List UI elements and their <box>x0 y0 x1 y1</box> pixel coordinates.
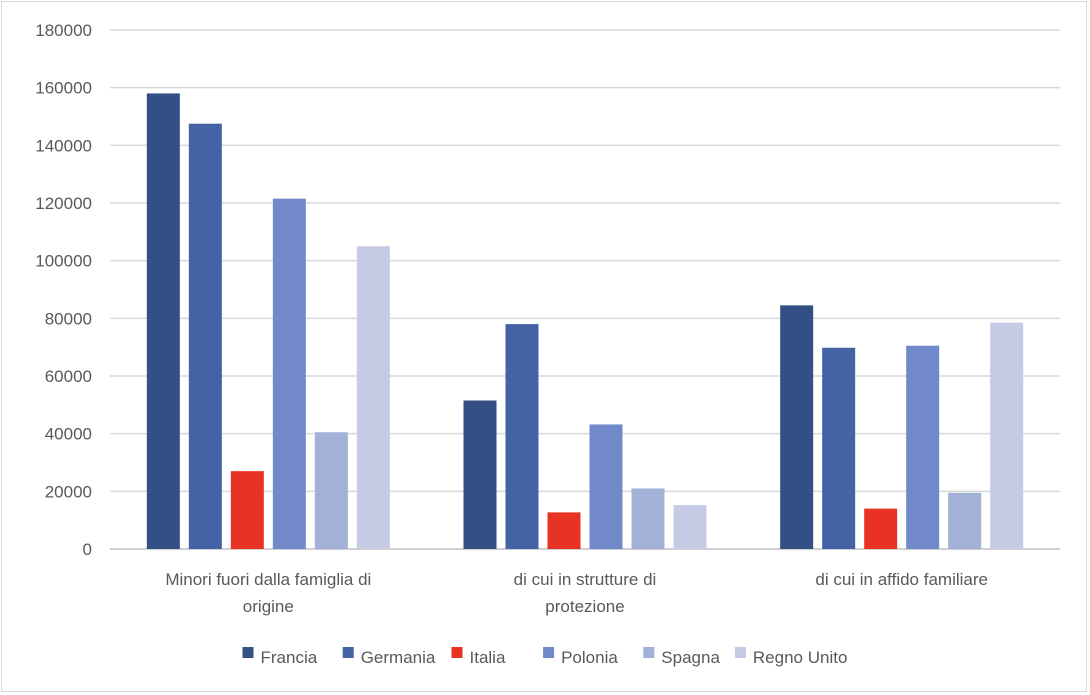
gridlines <box>110 29 1060 550</box>
bar-francia <box>463 400 497 549</box>
legend-swatch <box>734 647 746 658</box>
legend-label: Francia <box>261 648 318 667</box>
legend-item: Polonia <box>543 647 618 667</box>
legend-item: Francia <box>242 647 318 667</box>
legend: Francia Germania Italia Polonia Spagna Regno … <box>242 647 848 667</box>
legend-item: Regno Unito <box>734 647 848 667</box>
y-tick-label: 160000 <box>35 79 92 98</box>
legend-swatch <box>242 647 254 658</box>
bar-polonia <box>589 424 623 549</box>
y-tick-label: 60000 <box>45 367 92 386</box>
bar-germania <box>822 347 856 549</box>
legend-label: Germania <box>361 648 436 667</box>
bar-regno-unito <box>673 505 707 549</box>
y-tick-label: 40000 <box>45 425 92 444</box>
x-category-label: di cui in strutture di protezione <box>514 570 657 616</box>
legend-item: Spagna <box>643 647 720 667</box>
bar-spagna <box>314 432 348 549</box>
legend-swatch <box>543 647 555 658</box>
bar-italia <box>864 508 898 549</box>
bars <box>146 93 1024 550</box>
legend-swatch <box>451 647 463 658</box>
bar-polonia <box>272 198 306 550</box>
legend-swatch <box>643 647 655 658</box>
bar-italia <box>230 471 264 549</box>
y-tick-label: 100000 <box>35 252 92 271</box>
bar-italia <box>547 512 581 549</box>
legend-item: Germania <box>342 647 436 667</box>
bar-francia <box>146 93 180 549</box>
y-tick-label: 0 <box>83 540 92 559</box>
y-tick-label: 120000 <box>35 194 92 213</box>
y-tick-label: 180000 <box>35 21 92 40</box>
bar-germania <box>188 123 222 549</box>
x-axis-categories: Minori fuori dalla famiglia di origine di … <box>165 570 988 616</box>
bar-polonia <box>906 345 940 549</box>
legend-label: Italia <box>470 648 506 667</box>
x-category-label: di cui in affido familiare <box>815 570 988 589</box>
y-axis-ticks: 0 20000 40000 60000 80000 100000 120000 140000 1… <box>35 21 92 559</box>
y-tick-label: 80000 <box>45 309 92 328</box>
legend-label: Spagna <box>661 648 720 667</box>
legend-swatch <box>342 647 354 658</box>
bar-germania <box>505 324 539 549</box>
bar-spagna <box>948 492 982 549</box>
bar-francia <box>780 305 814 549</box>
bar-spagna <box>631 488 665 549</box>
x-category-label: Minori fuori dalla famiglia di origine <box>165 570 371 616</box>
y-tick-label: 140000 <box>35 136 92 155</box>
legend-label: Polonia <box>561 648 618 667</box>
y-tick-label: 20000 <box>45 482 92 501</box>
bar-regno-unito <box>356 246 390 549</box>
legend-label: Regno Unito <box>753 648 848 667</box>
legend-item: Italia <box>451 647 506 667</box>
bar-regno-unito <box>990 322 1024 549</box>
